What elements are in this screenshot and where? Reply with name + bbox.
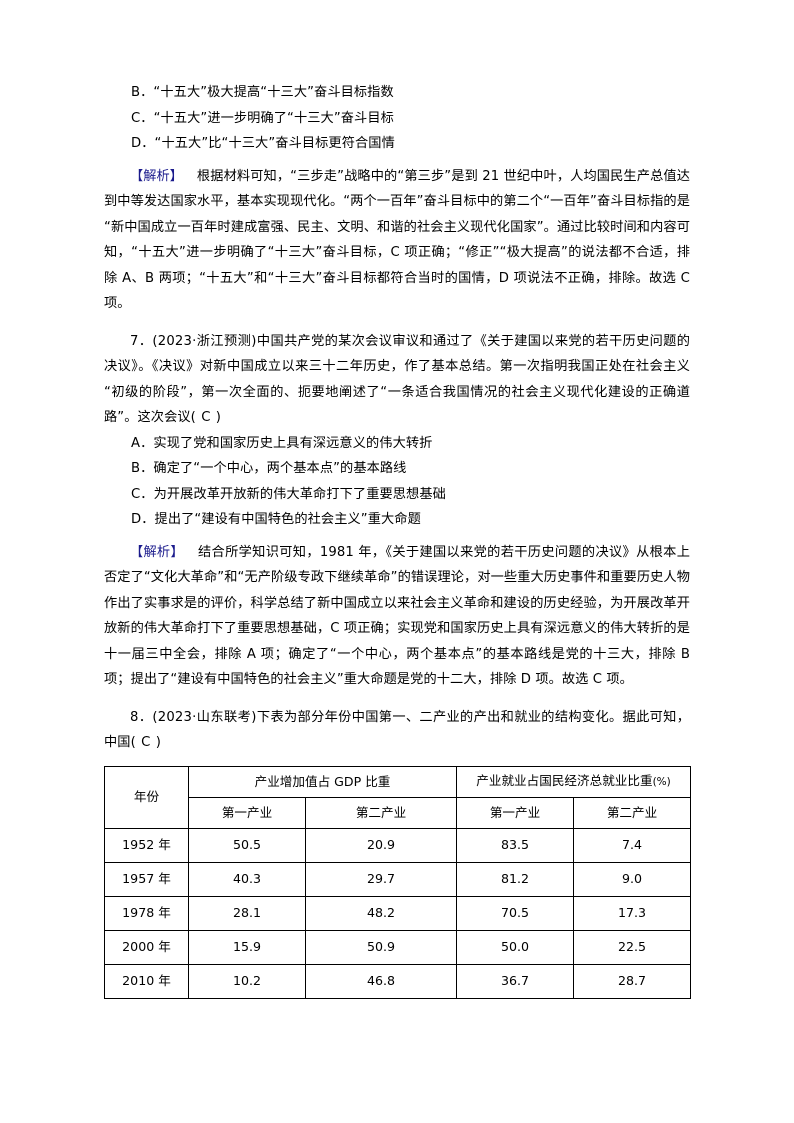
table-cell-value-4: 17.3	[572, 895, 692, 931]
table-head: 年份 产业增加值占 GDP 比重 产业就业占国民经济总就业比重(%) 第一产业 …	[104, 765, 692, 829]
table-cell-value-3: 83.5	[456, 827, 574, 863]
spacer	[104, 317, 690, 329]
table-body: 1952 年 50.5 20.9 83.5 7.4 1957 年 40.3 29.7 81.2 9…	[104, 827, 692, 999]
question-8-answer: ( C )	[130, 735, 162, 750]
table-corner-header: 年份	[104, 765, 189, 829]
table-cell-year: 1952 年	[104, 827, 189, 863]
analysis-label: 【解析】	[130, 168, 183, 184]
table-cell-value-2: 48.2	[305, 895, 457, 931]
table-cell-year: 1978 年	[104, 895, 189, 931]
analysis-label: 【解析】	[130, 544, 184, 560]
table-cell-value-2: 46.8	[305, 963, 457, 999]
table-row: 1978 年 28.1 48.2 70.5 17.3	[104, 895, 692, 931]
option-item-b: B．“十五大”极大提高“十三大”奋斗目标指数	[131, 85, 394, 100]
question-7-stem-text: 中国共产党的某次会议审议和通过了《关于建国以来党的若干历史问题的决议》。《决议》…	[104, 333, 690, 426]
table-cell-value-2: 20.9	[305, 827, 457, 863]
table-subheader-employment-secondary: 第二产业	[572, 796, 692, 829]
spacer	[104, 157, 690, 164]
table-cell-year: 1957 年	[104, 861, 189, 897]
question-6-options: B．“十五大”极大提高“十三大”奋斗目标指数 C．“十五大”进一步明确了“十三大…	[104, 80, 690, 157]
question-7-stem: 7．(2023·浙江预测)中国共产党的某次会议审议和通过了《关于建国以来党的若干…	[104, 333, 690, 426]
table-cell-year: 2010 年	[104, 963, 189, 999]
table-cell-year: 2000 年	[104, 929, 189, 965]
table-cell-value-3: 81.2	[456, 861, 574, 897]
statistics-table-wrapper: 年份 产业增加值占 GDP 比重 产业就业占国民经济总就业比重(%) 第一产业 …	[104, 765, 692, 999]
table-header-row-sub: 第一产业 第二产业 第一产业 第二产业	[105, 796, 692, 829]
option-item-c: C．为开展改革开放新的伟大革命打下了重要思想基础	[131, 486, 446, 502]
table-cell-value-4: 28.7	[572, 963, 692, 999]
table-row: 2010 年 10.2 46.8 36.7 28.7	[104, 963, 692, 999]
table-cell-value-3: 70.5	[456, 895, 574, 931]
table-cell-value-1: 28.1	[188, 895, 306, 931]
table-cell-value-4: 9.0	[572, 861, 692, 897]
question-7-source: (2023·浙江预测)	[152, 333, 257, 349]
table-subheader-output-primary: 第一产业	[188, 796, 306, 829]
question-7-analysis: 【解析】 结合所学知识可知，1981 年，《关于建国以来党的若干历史问题的决议》从…	[104, 540, 690, 693]
question-8-stem: 8．(2023·山东联考)下表为部分年份中国第一、二产业的产出和就业的结构变化。…	[104, 709, 690, 751]
table-cell-value-1: 10.2	[188, 963, 306, 999]
question-7-number: 7	[130, 333, 139, 349]
table-cell-value-2: 50.9	[305, 929, 457, 965]
table-subheader-output-secondary: 第二产业	[305, 796, 457, 829]
analysis-body: 根据材料可知，“三步走”战略中的“第三步”是到 21 世纪中叶，人均国民生产总值…	[104, 168, 690, 312]
table-subheader-employment-primary: 第一产业	[456, 796, 574, 829]
table-cell-value-2: 29.7	[305, 861, 457, 897]
question-7-options: A．实现了党和国家历史上具有深远意义的伟大转折 B．确定了“一个中心，两个基本点…	[104, 431, 690, 533]
question-8-stem-text: 下表为部分年份中国第一、二产业的产出和就业的结构变化。据此可知，中国	[104, 709, 690, 751]
statistics-table: 年份 产业增加值占 GDP 比重 产业就业占国民经济总就业比重(%) 第一产业 …	[104, 765, 692, 999]
table-cell-value-3: 36.7	[456, 963, 574, 999]
table-cell-value-1: 15.9	[188, 929, 306, 965]
page-content: B．“十五大”极大提高“十三大”奋斗目标指数 C．“十五大”进一步明确了“十三大…	[104, 80, 692, 999]
spacer	[104, 693, 690, 705]
option-item-d: D．提出了“建设有中国特色的社会主义”重大命题	[131, 512, 421, 527]
table-row: 2000 年 15.9 50.9 50.0 22.5	[104, 929, 692, 965]
table-cell-value-1: 50.5	[188, 827, 306, 863]
question-7-answer: ( C )	[190, 410, 222, 425]
option-item-b: B．确定了“一个中心，两个基本点”的基本路线	[131, 461, 407, 476]
option-item-c: C．“十五大”进一步明确了“十三大”奋斗目标	[131, 110, 394, 126]
table-group-header-employment: 产业就业占国民经济总就业比重(%)	[455, 765, 692, 798]
question-8-source: (2023·山东联考)	[152, 709, 257, 725]
analysis-body: 结合所学知识可知，1981 年，《关于建国以来党的若干历史问题的决议》从根本上否…	[104, 544, 690, 688]
table-cell-value-4: 7.4	[572, 827, 692, 863]
table-row: 1952 年 50.5 20.9 83.5 7.4	[104, 827, 692, 863]
table-cell-value-1: 40.3	[188, 861, 306, 897]
table-cell-value-4: 22.5	[572, 929, 692, 965]
spacer	[104, 533, 690, 540]
option-item-d: D．“十五大”比“十三大”奋斗目标更符合国情	[131, 136, 395, 151]
table-header-row-group: 年份 产业增加值占 GDP 比重 产业就业占国民经济总就业比重(%)	[104, 765, 692, 829]
group-header-unit: (%)	[652, 776, 671, 788]
question-8-number: 8	[130, 709, 139, 725]
option-item-a: A．实现了党和国家历史上具有深远意义的伟大转折	[131, 435, 433, 451]
table-cell-value-3: 50.0	[456, 929, 574, 965]
question-6-analysis: 【解析】 根据材料可知，“三步走”战略中的“第三步”是到 21 世纪中叶，人均国民…	[104, 164, 690, 317]
table-row: 1957 年 40.3 29.7 81.2 9.0	[104, 861, 692, 897]
group-header-output-label: 产业增加值占 GDP 比重	[254, 773, 391, 789]
table-group-header-output: 产业增加值占 GDP 比重	[188, 765, 457, 798]
group-header-employment-label: 产业就业占国民经济总就业比重	[476, 773, 653, 788]
